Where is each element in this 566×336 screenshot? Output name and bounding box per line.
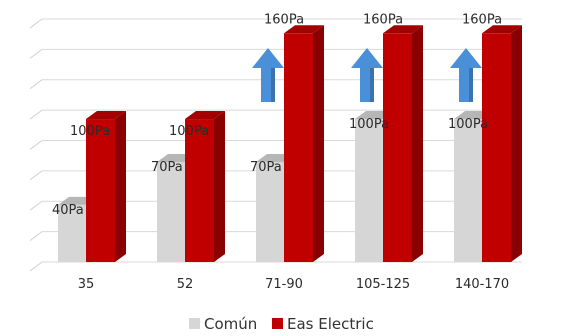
data-label-eas-1: 100Pa	[169, 124, 209, 139]
x-tick-label: 71-90	[265, 277, 303, 292]
data-label-comun-0: 40Pa	[52, 203, 84, 218]
legend-swatch-1	[272, 318, 283, 329]
legend-swatch-0	[189, 318, 200, 329]
data-label-eas-3: 160Pa	[363, 12, 403, 27]
bar-eas-0-front	[86, 119, 115, 262]
bar-eas-0	[86, 111, 126, 262]
up-arrow-shade	[271, 68, 275, 102]
bar-comun-4-front	[454, 119, 483, 262]
data-label-comun-1: 70Pa	[151, 160, 183, 175]
grid-line	[29, 48, 43, 59]
data-label-comun-3: 100Pa	[349, 117, 389, 132]
bar-eas-3-side	[412, 25, 423, 263]
bar-eas-4-front	[482, 33, 511, 263]
up-arrow-icon	[351, 48, 383, 102]
bars	[58, 25, 522, 263]
x-tick-label: 140-170	[455, 277, 509, 292]
up-arrow-icon	[450, 48, 482, 102]
bar-eas-3-top	[383, 25, 423, 34]
up-arrow-shape	[252, 48, 284, 102]
bar-eas-2	[284, 25, 324, 263]
bar-eas-2-front	[284, 33, 313, 263]
bar-eas-2-side	[313, 25, 324, 263]
grid-line	[29, 170, 43, 181]
grid-line	[29, 261, 43, 272]
data-label-comun-2: 70Pa	[250, 160, 282, 175]
bar-eas-3	[383, 25, 423, 263]
bar-eas-1	[185, 111, 225, 262]
bar-eas-1-top	[185, 111, 225, 120]
grid-line	[29, 79, 43, 90]
up-arrow-shade	[370, 68, 374, 102]
bar-comun-0-front	[58, 204, 87, 262]
bar-comun-2-front	[256, 161, 285, 262]
bar-eas-1-front	[185, 119, 214, 262]
data-label-eas-4: 160Pa	[462, 12, 502, 27]
bar-eas-0-top	[86, 111, 126, 120]
bar-comun-3-front	[355, 119, 384, 262]
bar-eas-4-top	[482, 25, 522, 34]
x-tick-label: 105-125	[356, 277, 410, 292]
increase-arrows	[252, 48, 482, 102]
legend-label-1: Eas Electric	[287, 315, 374, 333]
data-label-comun-4: 100Pa	[448, 117, 488, 132]
x-axis-ticks: 35 52 71-90 105-125 140-170	[78, 277, 509, 292]
x-tick-label: 35	[78, 277, 95, 292]
grid-line	[29, 200, 43, 211]
data-label-eas-2: 160Pa	[264, 12, 304, 27]
grid-line	[29, 109, 43, 120]
bar-eas-4-side	[511, 25, 522, 263]
data-labels: 40Pa 100Pa 70Pa 100Pa 70Pa 160Pa 100Pa 160Pa 100…	[52, 12, 502, 218]
grid-line	[29, 231, 43, 242]
data-label-eas-0: 100Pa	[70, 124, 110, 139]
bar-eas-1-side	[214, 111, 225, 262]
bar-eas-2-top	[284, 25, 324, 34]
up-arrow-icon	[252, 48, 284, 102]
up-arrow-shape	[351, 48, 383, 102]
up-arrow-shade	[469, 68, 473, 102]
bar-eas-0-side	[115, 111, 126, 262]
grid-line	[29, 18, 43, 29]
grid-line	[29, 140, 43, 150]
x-tick-label: 52	[177, 277, 194, 292]
bar-comun-1-front	[157, 161, 186, 262]
bar-eas-4	[482, 25, 522, 263]
legend: Común Eas Electric	[189, 315, 374, 333]
bar-eas-3-front	[383, 33, 412, 263]
legend-label-0: Común	[204, 315, 257, 333]
up-arrow-shape	[450, 48, 482, 102]
